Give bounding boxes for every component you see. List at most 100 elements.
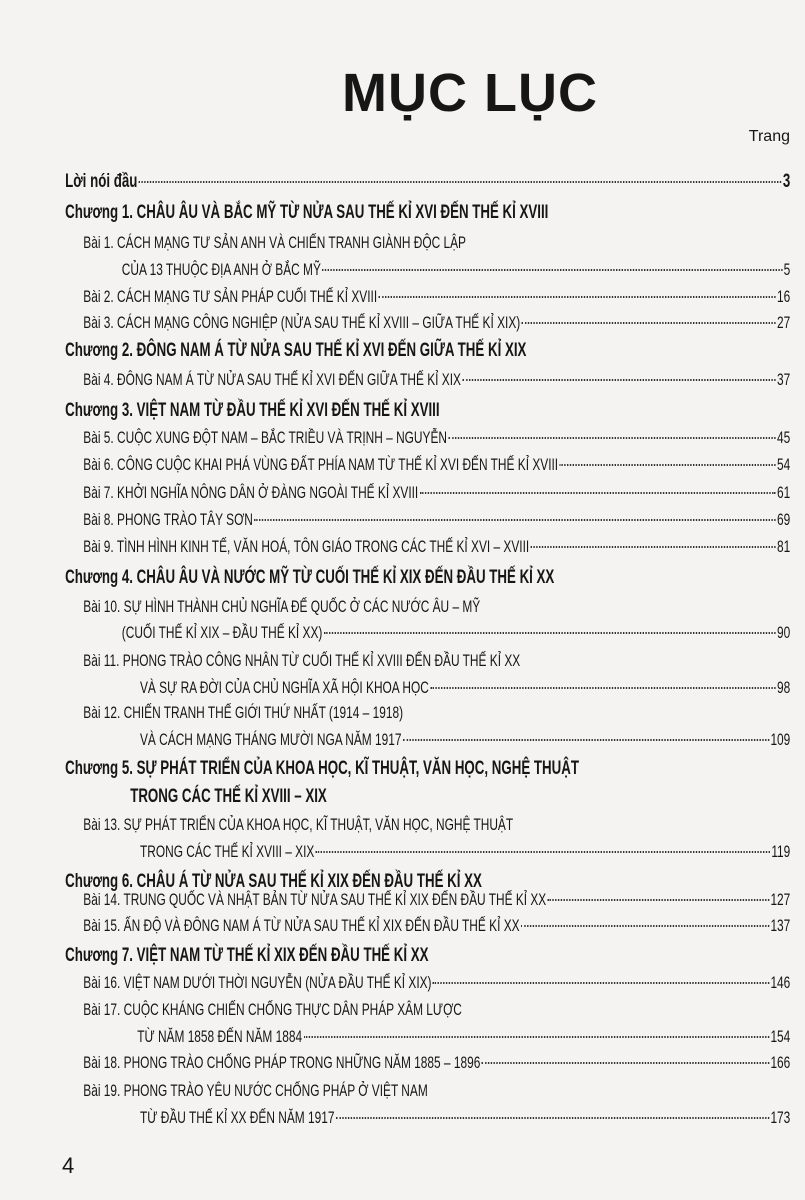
entry-page: 90 [777, 623, 791, 642]
toc-entry[interactable]: Bài 15. ẤN ĐỘ VÀ ĐÔNG NAM Á TỪ NỬA SAU T… [83, 914, 790, 938]
toc-entry[interactable]: Bài 4. ĐÔNG NAM Á TỪ NỬA SAU THẾ KỈ XVI … [83, 368, 790, 392]
entry-label: Bài 1. CÁCH MẠNG TƯ SẢN ANH VÀ CHIẾN TRA… [83, 233, 466, 252]
chapter-title: Chương 4. CHÂU ÂU VÀ NƯỚC MỸ TỪ CUỐI THẾ… [65, 567, 555, 588]
toc-entry[interactable]: VÀ CÁCH MẠNG THÁNG MƯỜI NGA NĂM 1917 109 [140, 728, 790, 752]
chapter-heading-continued[interactable]: TRONG CÁC THẾ KỈ XVIII – XIX [130, 785, 790, 809]
toc-entry[interactable]: Bài 1. CÁCH MẠNG TƯ SẢN ANH VÀ CHIẾN TRA… [83, 231, 790, 255]
dot-leader [432, 982, 770, 984]
entry-label: Bài 10. SỰ HÌNH THÀNH CHỦ NGHĨA ĐẾ QUỐC … [83, 597, 481, 616]
entry-label: Bài 11. PHONG TRÀO CÔNG NHÂN TỪ CUỐI THẾ… [83, 651, 521, 670]
entry-page: 119 [771, 842, 791, 861]
dot-leader [448, 437, 776, 439]
toc-entry[interactable]: TRONG CÁC THẾ KỈ XVIII – XIX 119 [140, 840, 790, 864]
entry-label: Bài 13. SỰ PHÁT TRIỂN CỦA KHOA HỌC, KĨ T… [83, 815, 514, 834]
chapter-title: Chương 3. VIỆT NAM TỪ ĐẦU THẾ KỈ XVI ĐẾN… [65, 400, 440, 421]
entry-page: 146 [770, 973, 791, 992]
dot-leader [335, 1117, 770, 1119]
entry-page: 173 [770, 1108, 791, 1127]
entry-page: 137 [770, 916, 791, 935]
toc-entry[interactable]: Bài 10. SỰ HÌNH THÀNH CHỦ NGHĨA ĐẾ QUỐC … [83, 595, 790, 619]
entry-page: 37 [777, 370, 791, 389]
toc-entry[interactable]: Bài 19. PHONG TRÀO YÊU NƯỚC CHỐNG PHÁP Ở… [83, 1079, 790, 1103]
toc-entry[interactable]: TỪ ĐẦU THẾ KỈ XX ĐẾN NĂM 1917 173 [140, 1106, 790, 1130]
toc-entry-preface[interactable]: Lời nói đầu 3 [65, 170, 790, 194]
page-title: MỤC LỤC [342, 63, 598, 123]
entry-page: 54 [777, 455, 791, 474]
entry-label: Bài 19. PHONG TRÀO YÊU NƯỚC CHỐNG PHÁP Ở… [83, 1081, 428, 1100]
entry-label: Bài 14. TRUNG QUỐC VÀ NHẬT BẢN TỪ NỬA SA… [83, 890, 547, 909]
toc-entry[interactable]: Bài 5. CUỘC XUNG ĐỘT NAM – BẮC TRIỀU VÀ … [83, 426, 790, 450]
dot-leader [138, 181, 782, 183]
chapter-heading[interactable]: Chương 3. VIỆT NAM TỪ ĐẦU THẾ KỈ XVI ĐẾN… [65, 399, 790, 423]
entry-page: 69 [777, 510, 791, 529]
entry-page: 154 [770, 1027, 791, 1046]
entry-label: Bài 16. VIỆT NAM DƯỚI THỜI NGUYỄN (NỬA Đ… [83, 973, 432, 992]
chapter-title: Chương 7. VIỆT NAM TỪ THẾ KỈ XIX ĐẾN ĐẦU… [65, 945, 429, 966]
chapter-title: Chương 6. CHÂU Á TỪ NỬA SAU THẾ KỈ XIX Đ… [65, 871, 482, 892]
entry-label: Bài 6. CÔNG CUỘC KHAI PHÁ VÙNG ĐẤT PHÍA … [83, 455, 559, 474]
dot-leader [481, 1062, 770, 1064]
chapter-title: Chương 2. ĐÔNG NAM Á TỪ NỬA SAU THẾ KỈ X… [65, 340, 527, 361]
dot-leader [547, 899, 770, 901]
chapter-heading[interactable]: Chương 2. ĐÔNG NAM Á TỪ NỬA SAU THẾ KỈ X… [65, 339, 790, 363]
dot-leader [462, 379, 776, 381]
toc-entry[interactable]: Bài 6. CÔNG CUỘC KHAI PHÁ VÙNG ĐẤT PHÍA … [83, 453, 790, 477]
entry-label: Bài 5. CUỘC XUNG ĐỘT NAM – BẮC TRIỀU VÀ … [83, 428, 447, 447]
toc-entry[interactable]: Bài 14. TRUNG QUỐC VÀ NHẬT BẢN TỪ NỬA SA… [83, 888, 790, 912]
entry-label: Lời nói đầu [65, 171, 138, 192]
dot-leader [315, 851, 770, 853]
entry-label: Bài 12. CHIẾN TRANH THẾ GIỚI THỨ NHẤT (1… [83, 703, 404, 722]
toc-entry[interactable]: Bài 12. CHIẾN TRANH THẾ GIỚI THỨ NHẤT (1… [83, 701, 790, 725]
toc-entry[interactable]: CỦA 13 THUỘC ĐỊA ANH Ở BẮC MỸ 5 [122, 258, 791, 282]
toc-entry[interactable]: Bài 3. CÁCH MẠNG CÔNG NGHIỆP (NỬA SAU TH… [83, 311, 790, 335]
entry-page: 127 [770, 890, 791, 909]
entry-page: 45 [777, 428, 791, 447]
toc-entry[interactable]: Bài 16. VIỆT NAM DƯỚI THỜI NGUYỄN (NỬA Đ… [83, 971, 790, 995]
entry-label: Bài 2. CÁCH MẠNG TƯ SẢN PHÁP CUỐI THẾ KỈ… [83, 287, 378, 306]
entry-page: 98 [777, 678, 791, 697]
toc-entry[interactable]: (CUỐI THẾ KỈ XIX – ĐẦU THẾ KỈ XX) 90 [122, 621, 791, 645]
toc-entry[interactable]: VÀ SỰ RA ĐỜI CỦA CHỦ NGHĨA XÃ HỘI KHOA H… [140, 676, 790, 700]
dot-leader [419, 492, 776, 494]
entry-label: Bài 4. ĐÔNG NAM Á TỪ NỬA SAU THẾ KỈ XVI … [83, 370, 461, 389]
toc-entry[interactable]: TỪ NĂM 1858 ĐẾN NĂM 1884 154 [137, 1025, 790, 1049]
entry-page: 109 [770, 730, 791, 749]
entry-label: TRONG CÁC THẾ KỈ XVIII – XIX [140, 842, 315, 861]
entry-label: CỦA 13 THUỘC ĐỊA ANH Ở BẮC MỸ [121, 260, 321, 279]
chapter-heading[interactable]: Chương 6. CHÂU Á TỪ NỬA SAU THẾ KỈ XIX Đ… [65, 870, 790, 894]
dot-leader [254, 519, 776, 521]
chapter-title: Chương 1. CHÂU ÂU VÀ BẮC MỸ TỪ NỬA SAU T… [65, 202, 549, 223]
toc-entry[interactable]: Bài 17. CUỘC KHÁNG CHIẾN CHỐNG THỰC DÂN … [83, 998, 790, 1022]
chapter-heading[interactable]: Chương 4. CHÂU ÂU VÀ NƯỚC MỸ TỪ CUỐI THẾ… [65, 566, 790, 590]
dot-leader [378, 296, 776, 298]
page-number: 4 [62, 1153, 75, 1178]
chapter-heading[interactable]: Chương 7. VIỆT NAM TỪ THẾ KỈ XIX ĐẾN ĐẦU… [65, 944, 790, 968]
toc-entry[interactable]: Bài 13. SỰ PHÁT TRIỂN CỦA KHOA HỌC, KĨ T… [83, 813, 790, 837]
toc-entry[interactable]: Bài 9. TÌNH HÌNH KINH TẾ, VĂN HOÁ, TÔN G… [83, 535, 790, 559]
chapter-heading[interactable]: Chương 5. SỰ PHÁT TRIỂN CỦA KHOA HỌC, KĨ… [65, 757, 790, 781]
entry-label: Bài 8. PHONG TRÀO TÂY SƠN [83, 510, 253, 529]
toc-entry[interactable]: Bài 7. KHỞI NGHĨA NÔNG DÂN Ở ĐÀNG NGOÀI … [83, 481, 790, 505]
entry-label: (CUỐI THẾ KỈ XIX – ĐẦU THẾ KỈ XX) [121, 623, 323, 642]
dot-leader [402, 739, 770, 741]
toc-entry[interactable]: Bài 11. PHONG TRÀO CÔNG NHÂN TỪ CUỐI THẾ… [83, 649, 790, 673]
chapter-title: TRONG CÁC THẾ KỈ XVIII – XIX [130, 786, 327, 807]
toc-entry[interactable]: Bài 2. CÁCH MẠNG TƯ SẢN PHÁP CUỐI THẾ KỈ… [83, 285, 790, 309]
entry-page: 61 [777, 483, 791, 502]
entry-label: VÀ CÁCH MẠNG THÁNG MƯỜI NGA NĂM 1917 [140, 730, 402, 749]
entry-label: Bài 15. ẤN ĐỘ VÀ ĐÔNG NAM Á TỪ NỬA SAU T… [83, 916, 520, 935]
entry-label: Bài 7. KHỞI NGHĨA NÔNG DÂN Ở ĐÀNG NGOÀI … [83, 483, 419, 502]
dot-leader [521, 322, 776, 324]
chapter-title: Chương 5. SỰ PHÁT TRIỂN CỦA KHOA HỌC, KĨ… [65, 758, 579, 779]
entry-label: TỪ ĐẦU THẾ KỈ XX ĐẾN NĂM 1917 [140, 1108, 335, 1127]
entry-page: 81 [777, 537, 791, 556]
chapter-heading[interactable]: Chương 1. CHÂU ÂU VÀ BẮC MỸ TỪ NỬA SAU T… [65, 201, 790, 225]
entry-label: Bài 18. PHONG TRÀO CHỐNG PHÁP TRONG NHỮN… [83, 1053, 481, 1072]
toc-entry[interactable]: Bài 18. PHONG TRÀO CHỐNG PHÁP TRONG NHỮN… [83, 1051, 790, 1075]
entry-label: Bài 17. CUỘC KHÁNG CHIẾN CHỐNG THỰC DÂN … [83, 1000, 462, 1019]
dot-leader [530, 546, 776, 548]
entry-label: Bài 3. CÁCH MẠNG CÔNG NGHIỆP (NỬA SAU TH… [83, 313, 521, 332]
toc-entry[interactable]: Bài 8. PHONG TRÀO TÂY SƠN 69 [83, 508, 790, 532]
page-column-label: Trang [748, 128, 790, 145]
